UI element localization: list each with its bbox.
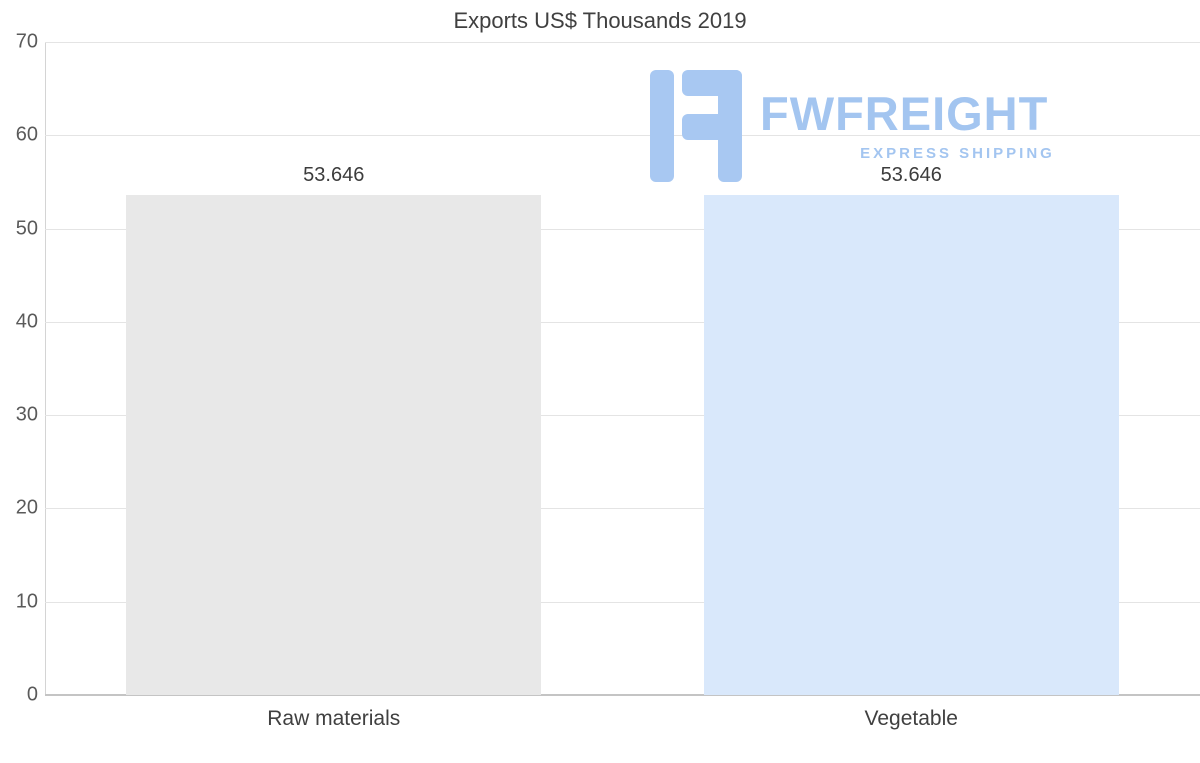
- gridline: [45, 415, 1200, 417]
- gridline: [45, 135, 1200, 137]
- chart-title: Exports US$ Thousands 2019: [453, 8, 747, 33]
- fwfreight-logo-text: FWFREIGHT EXPRESS SHIPPING: [760, 70, 1155, 162]
- y-tick-label: 10: [15, 590, 38, 613]
- watermark-brand-name: FWFREIGHT: [760, 87, 1049, 140]
- y-tick-label: 20: [15, 496, 38, 519]
- gridline: [45, 321, 1200, 323]
- gridline: [45, 42, 1200, 43]
- x-axis-label: Raw materials: [267, 707, 401, 730]
- fwfreight-watermark: FWFREIGHT EXPRESS SHIPPING: [650, 70, 1155, 182]
- gridline: [45, 228, 1200, 230]
- y-tick-label: 40: [15, 310, 38, 333]
- watermark-tagline: EXPRESS SHIPPING: [860, 145, 1055, 162]
- y-tick-label: 60: [15, 123, 38, 146]
- x-axis-label: Vegetable: [864, 707, 958, 730]
- gridline: [45, 508, 1200, 510]
- bar-value-label: 53.646: [880, 163, 942, 186]
- y-tick-label: 0: [26, 683, 38, 706]
- y-axis-line: [45, 42, 46, 695]
- fwfreight-logo-icon: [650, 70, 742, 182]
- gridline: [45, 601, 1200, 603]
- bar-vegetable[interactable]: [703, 194, 1119, 695]
- y-tick-label: 70: [15, 30, 38, 53]
- bar-value-label: 53.646: [303, 163, 365, 186]
- bar-raw-materials[interactable]: [126, 194, 542, 695]
- y-tick-label: 50: [15, 217, 38, 240]
- y-tick-label: 30: [15, 403, 38, 426]
- gridline: [45, 694, 1200, 696]
